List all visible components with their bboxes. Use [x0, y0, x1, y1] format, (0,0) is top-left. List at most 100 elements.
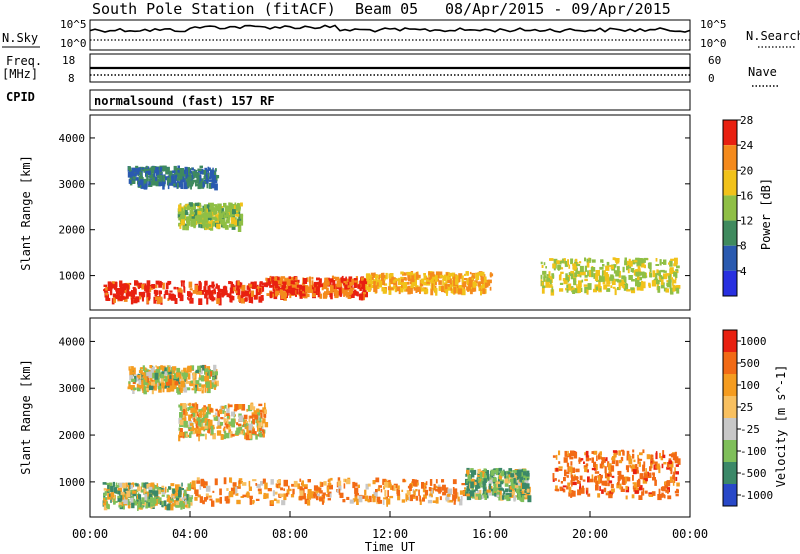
- data-cell: [228, 421, 233, 426]
- data-cell: [673, 272, 677, 277]
- y-tick-label: 4000: [59, 132, 86, 145]
- data-cell: [383, 283, 388, 286]
- data-cell: [183, 489, 187, 497]
- data-cell: [482, 288, 486, 295]
- data-cell: [562, 488, 566, 493]
- data-cell: [131, 293, 135, 300]
- data-cell: [172, 495, 175, 498]
- data-cell: [585, 463, 589, 466]
- data-cell: [202, 222, 205, 229]
- data-cell: [579, 483, 581, 487]
- data-cell: [483, 473, 487, 480]
- colorbar-tick-label: 28: [740, 114, 753, 127]
- data-cell: [361, 495, 365, 499]
- data-cell: [179, 424, 184, 427]
- data-cell: [107, 483, 110, 490]
- data-cell: [577, 271, 580, 274]
- data-cell: [623, 284, 629, 291]
- data-cell: [263, 494, 267, 499]
- data-cell: [193, 220, 197, 227]
- data-cell: [422, 487, 426, 493]
- data-cell: [186, 222, 190, 229]
- data-cell: [137, 501, 141, 508]
- data-cell: [638, 495, 643, 500]
- data-cell: [587, 270, 589, 277]
- data-cell: [587, 493, 591, 497]
- data-cell: [447, 488, 452, 495]
- data-cell: [477, 478, 480, 482]
- data-cell: [567, 259, 569, 266]
- data-cell: [346, 496, 350, 500]
- data-cell: [329, 293, 333, 298]
- data-cell: [230, 284, 233, 290]
- data-cell: [192, 175, 196, 179]
- data-cell: [198, 290, 202, 295]
- data-cell: [241, 291, 245, 298]
- data-cell: [652, 472, 655, 476]
- data-cell: [285, 492, 289, 497]
- data-cell: [450, 287, 452, 291]
- data-cell: [553, 258, 558, 264]
- data-cell: [390, 485, 394, 490]
- data-cell: [158, 281, 162, 288]
- data-cell: [454, 491, 458, 499]
- data-cell: [191, 172, 194, 178]
- data-cell: [214, 381, 217, 385]
- data-cell: [283, 293, 287, 301]
- data-cell: [377, 487, 380, 492]
- data-cell: [274, 291, 279, 297]
- data-cell: [568, 286, 573, 291]
- data-cell: [196, 477, 200, 481]
- data-cell: [180, 215, 183, 222]
- data-cell: [432, 500, 437, 503]
- data-cell: [258, 422, 262, 428]
- data-cell: [290, 276, 295, 279]
- data-cell: [570, 461, 573, 466]
- data-cell: [625, 478, 627, 484]
- data-cell: [153, 383, 157, 391]
- data-cell: [570, 258, 574, 265]
- data-cell: [542, 285, 546, 289]
- data-cell: [160, 366, 165, 370]
- data-cell: [401, 489, 404, 492]
- data-cell: [423, 288, 429, 294]
- data-cell: [609, 276, 614, 281]
- data-cell: [397, 493, 401, 501]
- data-cell: [357, 484, 360, 488]
- data-cell: [484, 494, 487, 500]
- data-cell: [666, 282, 672, 288]
- data-cell: [668, 262, 670, 265]
- data-cell: [180, 376, 185, 384]
- data-cell: [322, 492, 326, 496]
- data-cell: [447, 493, 451, 497]
- data-cell: [511, 489, 515, 495]
- data-cell: [161, 489, 165, 492]
- colorbar-segment: [723, 330, 737, 352]
- data-cell: [166, 375, 170, 382]
- data-cell: [270, 500, 274, 505]
- data-cell: [332, 280, 336, 287]
- data-cell: [142, 377, 146, 385]
- data-cell: [269, 276, 272, 283]
- data-cell: [414, 272, 416, 280]
- data-cell: [188, 298, 191, 301]
- data-cell: [401, 280, 404, 285]
- data-cell: [189, 288, 193, 291]
- data-cell: [352, 481, 356, 489]
- data-cell: [161, 180, 166, 185]
- data-cell: [123, 497, 128, 504]
- data-cell: [642, 272, 647, 279]
- data-cell: [187, 483, 192, 491]
- data-cell: [611, 457, 616, 465]
- data-cell: [153, 172, 155, 179]
- data-cell: [291, 288, 296, 296]
- data-cell: [203, 414, 207, 420]
- data-cell: [651, 491, 656, 496]
- data-cell: [159, 290, 161, 297]
- data-cell: [524, 480, 529, 486]
- data-cell: [144, 285, 148, 292]
- data-cell: [631, 466, 635, 472]
- data-cell: [550, 289, 555, 296]
- data-cell: [160, 166, 163, 171]
- data-cell: [594, 471, 600, 474]
